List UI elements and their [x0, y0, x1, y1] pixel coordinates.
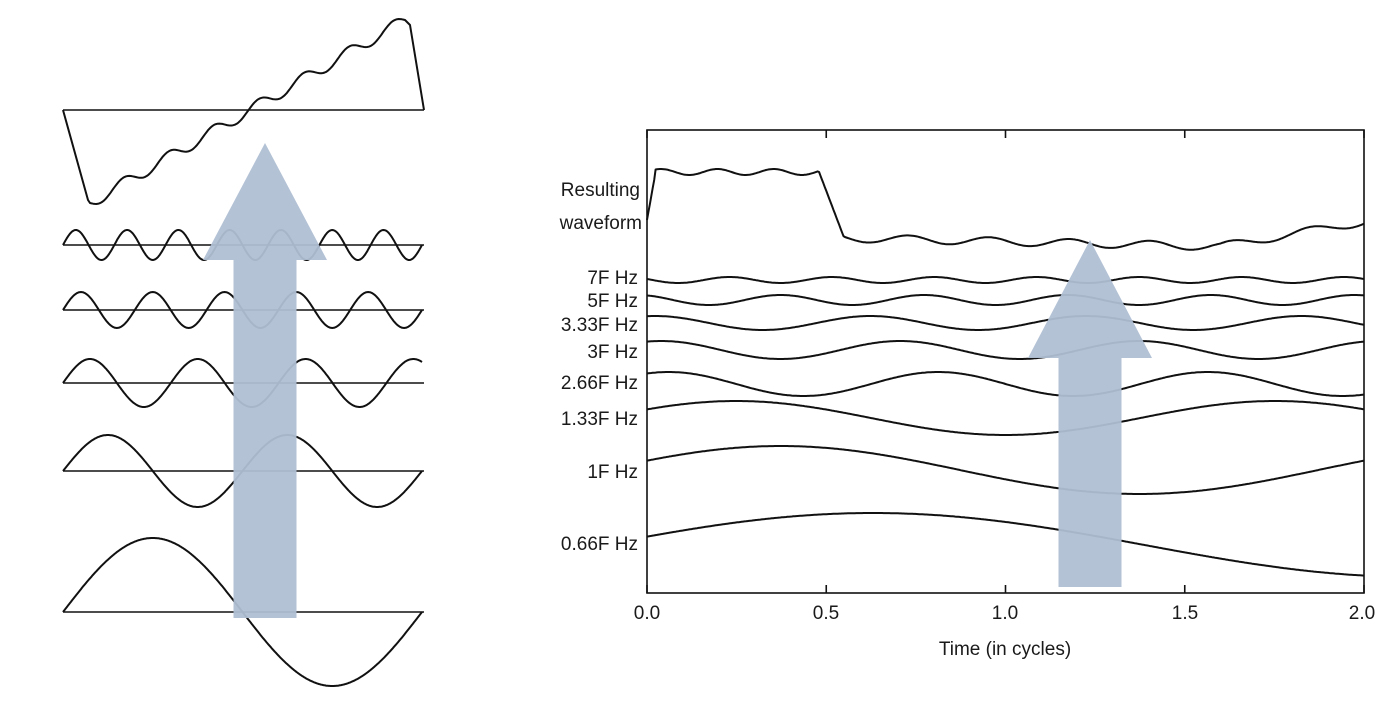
component-wave-7f-hz: [646, 276, 1365, 284]
row-label-resulting: Resulting: [561, 180, 640, 201]
right-up-arrow: [1028, 240, 1152, 587]
row-label-7f: 7F Hz: [587, 268, 638, 289]
row-label-1f: 1F Hz: [587, 462, 638, 483]
row-label-1-33f: 1.33F Hz: [561, 409, 638, 430]
x-tick-label: 1.0: [992, 603, 1018, 624]
plot-frame: [646, 129, 1365, 594]
component-wave-1-33f-hz: [646, 400, 1365, 436]
component-wave-1f-hz: [646, 445, 1365, 495]
left-resulting-curve: [62, 18, 425, 205]
row-label-5f: 5F Hz: [587, 291, 638, 312]
row-label-2-66f: 2.66F Hz: [561, 373, 638, 394]
row-label-3-33f: 3.33F Hz: [561, 315, 638, 336]
x-axis-ticks: [646, 130, 1365, 593]
summation-arrows: [203, 143, 1152, 618]
x-tick-label: 0.5: [813, 603, 839, 624]
left-wave-resulting: [62, 18, 425, 205]
x-tick-label: 1.5: [1172, 603, 1198, 624]
component-wave-2-66f-hz: [646, 371, 1365, 397]
x-axis-tick-labels: 0.0 0.5 1.0 1.5 2.0: [634, 603, 1375, 624]
component-wave-3-33f-hz: [646, 315, 1365, 331]
left-up-arrow: [203, 143, 327, 618]
x-tick-label: 2.0: [1349, 603, 1375, 624]
frequency-waves: [646, 168, 1365, 577]
row-label-waveform: waveform: [559, 213, 642, 234]
component-wave-5f-hz: [646, 294, 1365, 306]
component-wave-3f-hz: [646, 340, 1365, 360]
row-labels: Resulting waveform 7F Hz 5F Hz 3.33F Hz …: [559, 180, 642, 555]
resulting-waveform-curve: [646, 168, 1365, 251]
x-tick-label: 0.0: [634, 603, 660, 624]
row-label-3f: 3F Hz: [587, 342, 638, 363]
row-label-0-66f: 0.66F Hz: [561, 534, 638, 555]
x-axis-title: Time (in cycles): [939, 639, 1071, 660]
right-panel-frequency-plot: Resulting waveform 7F Hz 5F Hz 3.33F Hz …: [559, 129, 1375, 660]
component-wave-0-66f-hz: [646, 512, 1365, 577]
